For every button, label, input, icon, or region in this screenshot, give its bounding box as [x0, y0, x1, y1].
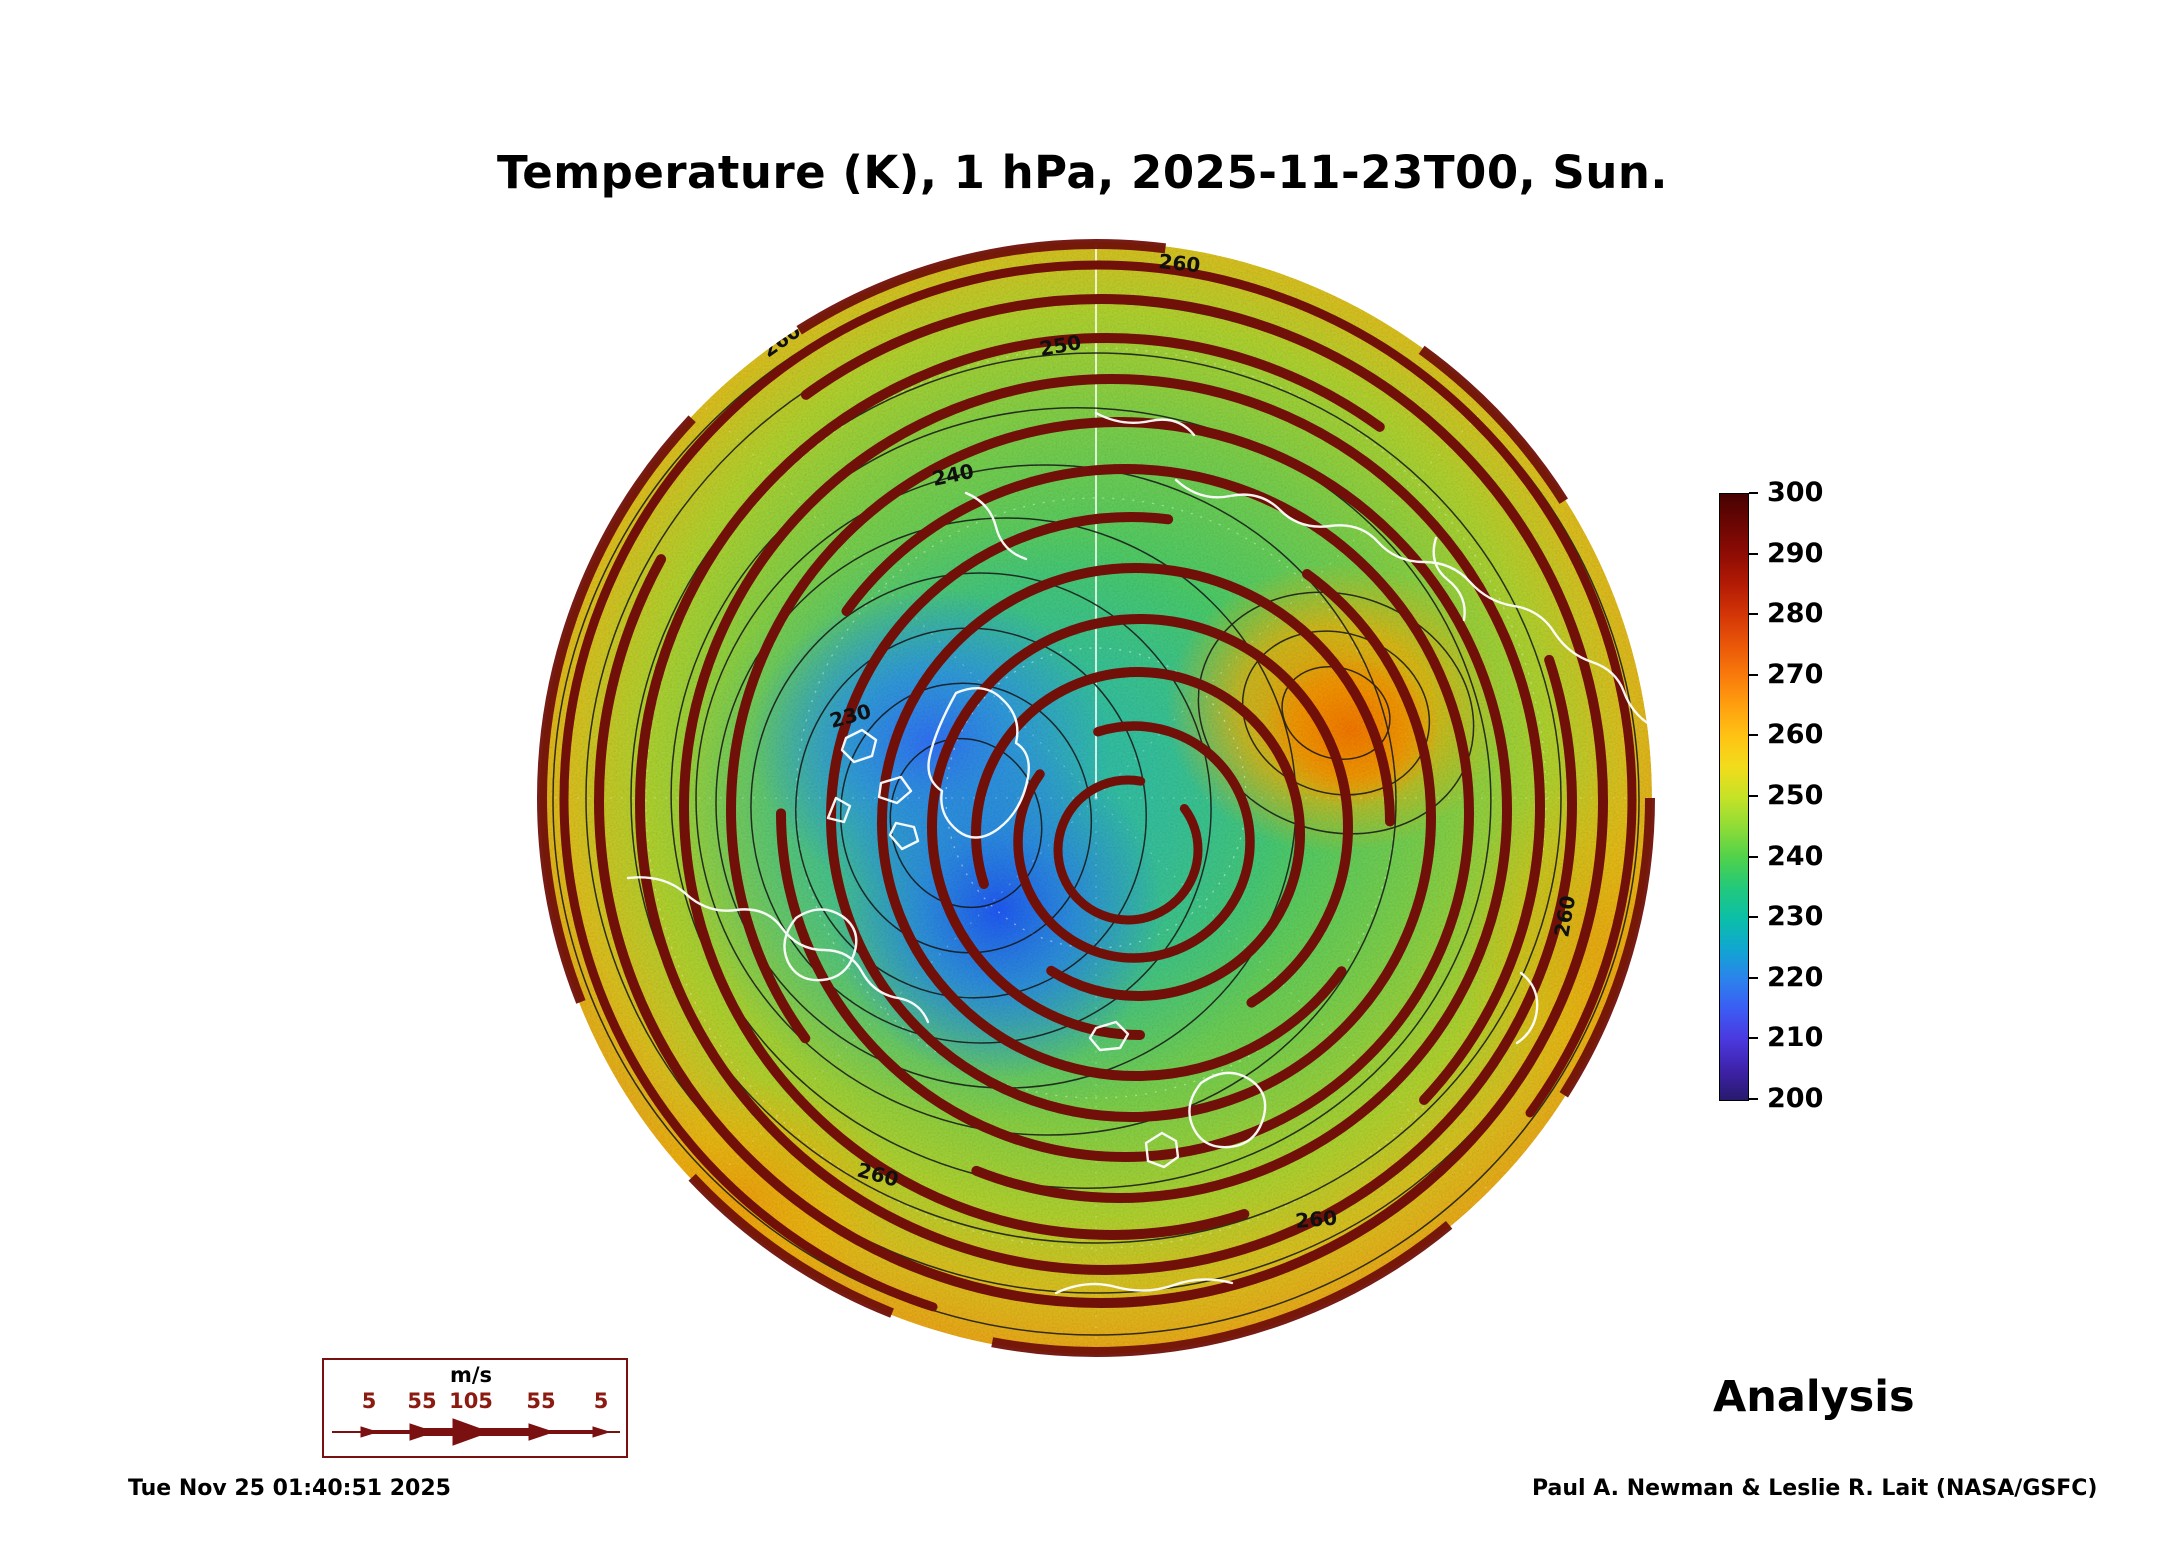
coastlines	[626, 411, 1652, 1295]
colorbar-tick	[1749, 492, 1758, 494]
colorbar-tick-label: 270	[1767, 658, 1824, 690]
colorbar: 300 290 280 270 260 250 240 230 220 210 …	[1719, 477, 1889, 1114]
polar-map: 260 250 240 230 260 260 260 260	[536, 238, 1656, 1358]
timestamp: Tue Nov 25 01:40:51 2025	[128, 1476, 451, 1501]
credit: Paul A. Newman & Leslie R. Lait (NASA/GS…	[1532, 1476, 2098, 1501]
wind-legend-units-label: m/s	[449, 1363, 493, 1387]
colorbar-tick-label: 260	[1767, 718, 1824, 750]
colorbar-tick-label: 200	[1767, 1082, 1824, 1114]
map-rim	[537, 239, 1655, 1357]
colorbar-tick-label: 240	[1767, 840, 1824, 872]
colorbar-tick-label: 300	[1767, 476, 1824, 508]
wind-legend-tick-label: 105	[449, 1389, 493, 1413]
wind-legend-tick-label: 55	[526, 1389, 556, 1413]
colorbar-tick	[1749, 1037, 1758, 1039]
wind-speed-legend: m/s 5 55 105 55 5	[322, 1358, 628, 1458]
wind-legend-tick-label: 55	[407, 1389, 437, 1413]
colorbar-tick-label: 250	[1767, 779, 1824, 811]
wind-speed-contours	[559, 260, 1637, 1338]
contour-label: 260	[1294, 1205, 1338, 1233]
analysis-label: Analysis	[1713, 1372, 1915, 1422]
map-svg: 260 250 240 230 260 260 260 260	[537, 239, 1655, 1357]
colorbar-tick	[1749, 674, 1758, 676]
wind-legend-tick-label: 5	[361, 1389, 377, 1413]
colorbar-tick	[1749, 553, 1758, 555]
wind-barb-scale-icon	[332, 1418, 620, 1446]
colorbar-tick-label: 220	[1767, 961, 1824, 993]
colorbar-tick-label: 230	[1767, 900, 1824, 932]
colorbar-tick	[1749, 1098, 1758, 1100]
wind-legend-tick-label: 5	[593, 1389, 609, 1413]
colorbar-tick	[1749, 856, 1758, 858]
colorbar-tick-label: 280	[1767, 597, 1824, 629]
colorbar-tick-label: 290	[1767, 537, 1824, 569]
colorbar-tick	[1749, 734, 1758, 736]
colorbar-tick	[1749, 795, 1758, 797]
colorbar-tick	[1749, 977, 1758, 979]
colorbar-tick-label: 210	[1767, 1021, 1824, 1053]
colorbar-tick	[1749, 613, 1758, 615]
colorbar-tick	[1749, 916, 1758, 918]
contour-label: 260	[1157, 249, 1201, 277]
colorbar-gradient	[1719, 493, 1749, 1101]
chart-title: Temperature (K), 1 hPa, 2025-11-23T00, S…	[496, 146, 1669, 199]
